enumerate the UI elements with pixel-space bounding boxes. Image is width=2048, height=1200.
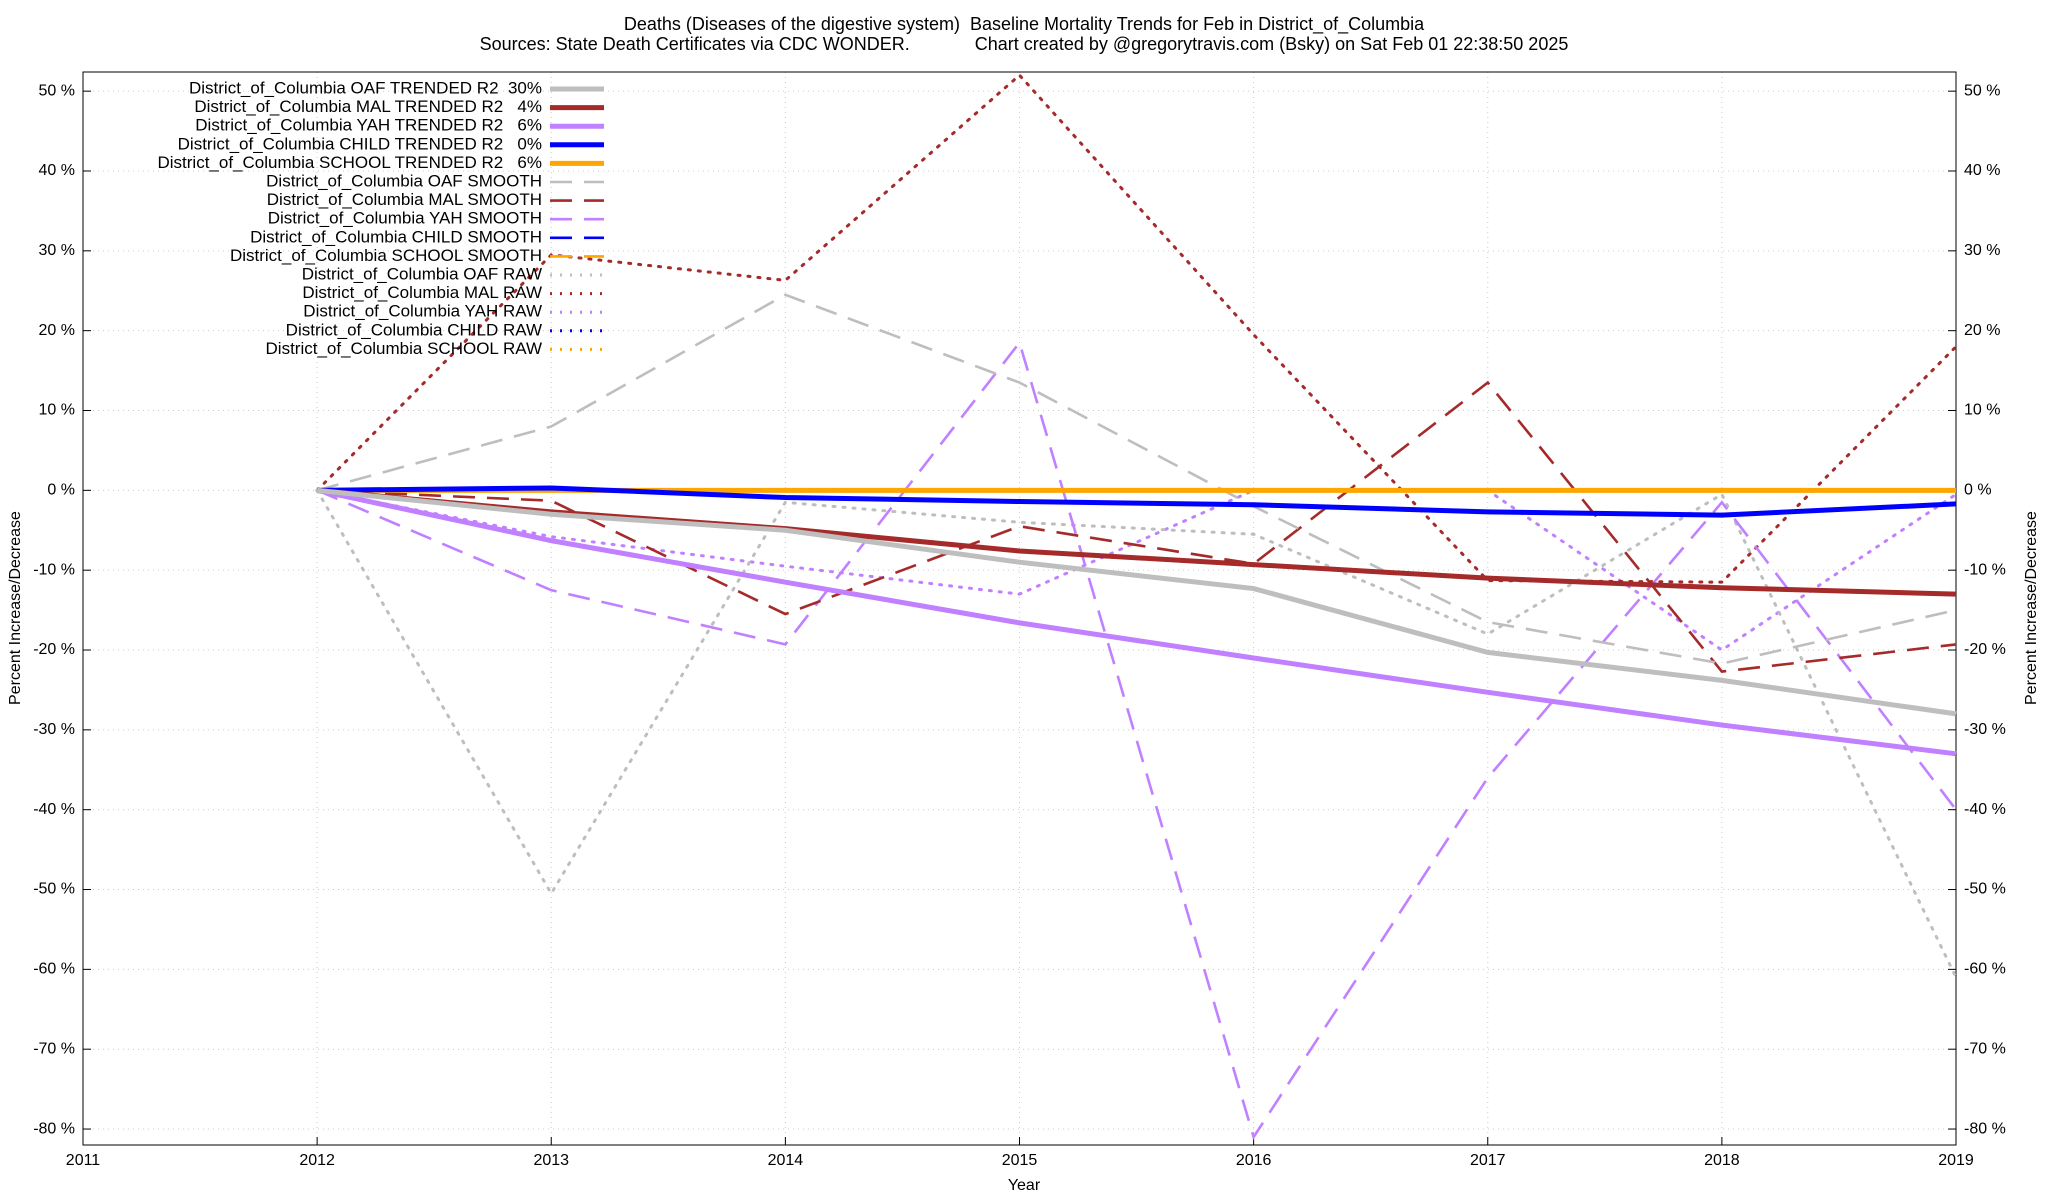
y2-tick-label: -70 % bbox=[1964, 1040, 2006, 1057]
y-tick-label: -70 % bbox=[33, 1040, 75, 1057]
y2-tick-label: -60 % bbox=[1964, 961, 2006, 978]
x-tick-label: 2015 bbox=[1002, 1152, 1038, 1169]
x-tick-label: 2013 bbox=[533, 1152, 569, 1169]
y-tick-label: -20 % bbox=[33, 641, 75, 658]
legend-label: District_of_Columbia YAH TRENDED R2 6% bbox=[195, 116, 542, 135]
legend-label: District_of_Columbia YAH SMOOTH bbox=[268, 209, 542, 228]
x-axis-label: Year bbox=[1008, 1177, 1041, 1194]
y-tick-label: 50 % bbox=[39, 82, 75, 99]
y2-tick-label: 20 % bbox=[1964, 322, 2000, 339]
legend-label: District_of_Columbia OAF SMOOTH bbox=[266, 171, 542, 190]
y2-tick-label: -80 % bbox=[1964, 1120, 2006, 1137]
series-line bbox=[316, 293, 1957, 665]
chart-title: Deaths (Diseases of the digestive system… bbox=[624, 14, 1425, 35]
y-tick-label: -40 % bbox=[33, 801, 75, 818]
y2-tick-label: 0 % bbox=[1964, 482, 1992, 499]
series-line bbox=[315, 488, 1958, 979]
y-tick-label: -50 % bbox=[33, 881, 75, 898]
y-tick-label: -30 % bbox=[33, 721, 75, 738]
x-tick-label: 2019 bbox=[1938, 1152, 1974, 1169]
x-tick-label: 2016 bbox=[1236, 1152, 1272, 1169]
y-axis-label: Percent Increase/Decrease bbox=[7, 511, 24, 705]
y-tick-label: -60 % bbox=[33, 961, 75, 978]
y2-tick-label: -10 % bbox=[1964, 561, 2006, 578]
y2-axis-label: Percent Increase/Decrease bbox=[2023, 511, 2040, 705]
series-line bbox=[316, 339, 1958, 1141]
legend-label: District_of_Columbia OAF RAW bbox=[302, 264, 542, 283]
legend-label: District_of_Columbia MAL SMOOTH bbox=[267, 190, 542, 209]
series-line bbox=[317, 380, 1957, 673]
y-tick-label: 0 % bbox=[47, 482, 75, 499]
series-line bbox=[316, 487, 1957, 717]
y2-tick-label: -50 % bbox=[1964, 881, 2006, 898]
legend-label: District_of_Columbia CHILD SMOOTH bbox=[250, 227, 542, 246]
legend-label: District_of_Columbia OAF TRENDED R2 30% bbox=[189, 78, 542, 97]
legend-label: District_of_Columbia CHILD RAW bbox=[286, 320, 542, 339]
x-tick-label: 2017 bbox=[1470, 1152, 1506, 1169]
chart-subtitle: Sources: State Death Certificates via CD… bbox=[480, 34, 1569, 54]
legend-label: District_of_Columbia SCHOOL RAW bbox=[266, 339, 542, 358]
y-tick-label: 20 % bbox=[39, 322, 75, 339]
y-tick-label: 30 % bbox=[39, 242, 75, 259]
legend-label: District_of_Columbia CHILD TRENDED R2 0% bbox=[178, 134, 542, 153]
legend-label: District_of_Columbia SCHOOL SMOOTH bbox=[230, 246, 542, 265]
series-line bbox=[317, 485, 1957, 518]
y2-tick-label: -30 % bbox=[1964, 721, 2006, 738]
x-tick-label: 2014 bbox=[768, 1152, 804, 1169]
y2-tick-label: 40 % bbox=[1964, 162, 2000, 179]
legend-label: District_of_Columbia SCHOOL TRENDED R2 6… bbox=[157, 153, 542, 172]
x-tick-label: 2018 bbox=[1704, 1152, 1740, 1169]
series-line bbox=[316, 487, 1957, 757]
y-tick-label: 40 % bbox=[39, 162, 75, 179]
y-tick-label: -80 % bbox=[33, 1120, 75, 1137]
y2-tick-label: 10 % bbox=[1964, 402, 2000, 419]
legend-label: District_of_Columbia MAL TRENDED R2 4% bbox=[194, 97, 542, 116]
y2-tick-label: 30 % bbox=[1964, 242, 2000, 259]
y2-tick-label: -40 % bbox=[1964, 801, 2006, 818]
y2-tick-label: 50 % bbox=[1964, 82, 2000, 99]
y2-tick-label: -20 % bbox=[1964, 641, 2006, 658]
y-tick-label: 10 % bbox=[39, 402, 75, 419]
plot-frame bbox=[82, 71, 1957, 1146]
x-tick-label: 2011 bbox=[66, 1152, 101, 1169]
x-tick-label: 2012 bbox=[299, 1152, 335, 1169]
legend-label: District_of_Columbia MAL RAW bbox=[302, 283, 542, 302]
y-tick-label: -10 % bbox=[33, 561, 75, 578]
legend-label: District_of_Columbia YAH RAW bbox=[303, 302, 542, 321]
series-line bbox=[315, 73, 1958, 584]
